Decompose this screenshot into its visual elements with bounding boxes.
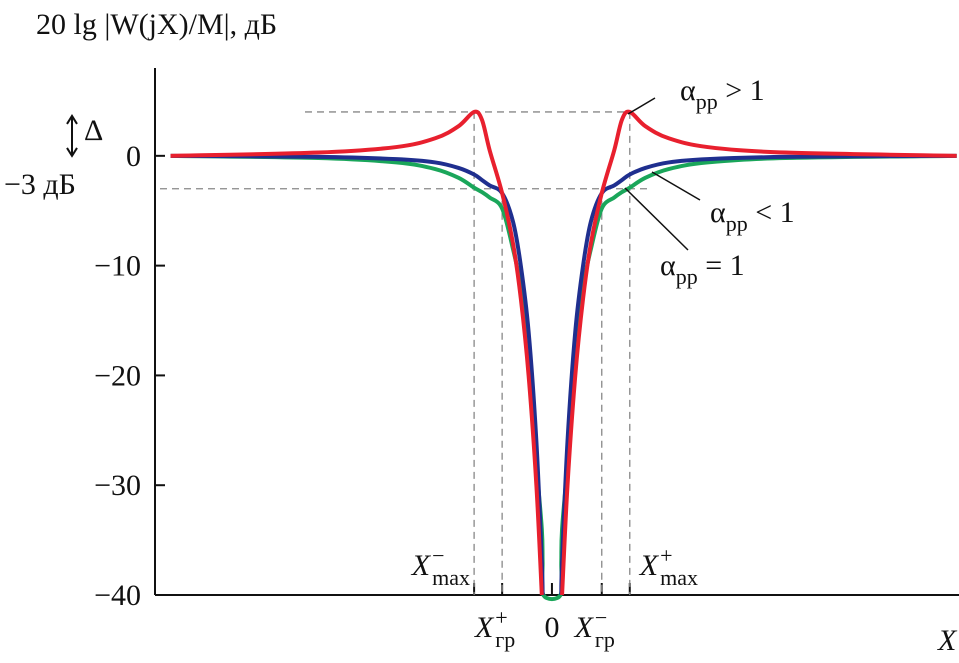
reference-label: −3 дБ — [4, 168, 76, 201]
y-tick-label: 0 — [126, 140, 141, 173]
tick-sub: гр — [495, 627, 515, 652]
tick-base: X — [574, 611, 595, 644]
x-tick-label: X+ max — [639, 543, 698, 590]
series-label: αрр = 1 — [660, 249, 745, 289]
tick-sub: max — [660, 565, 698, 590]
label-rest: < 1 — [748, 196, 795, 229]
y-axis-title: 20 lg |W(jX)/M|, дБ — [36, 8, 277, 41]
label-sub: рр — [726, 211, 748, 236]
tick-sub: max — [432, 565, 470, 590]
tick-sup: + — [660, 543, 672, 568]
tick-sub: гр — [595, 627, 615, 652]
series-line — [170, 153, 957, 596]
label-base: α — [660, 249, 676, 282]
x-tick-label: X− max — [411, 543, 470, 590]
tick-sup: + — [495, 605, 507, 630]
leader-line — [624, 187, 689, 251]
leader-line — [651, 171, 701, 201]
label-rest: > 1 — [718, 74, 765, 107]
delta-label: Δ — [84, 114, 103, 147]
y-tick-label: −10 — [94, 250, 141, 283]
series-label: αрр > 1 — [680, 74, 765, 114]
label-base: α — [710, 196, 726, 229]
label-sub: рр — [676, 264, 698, 289]
x-tick-label: X+ гр — [474, 605, 515, 652]
series-line — [170, 109, 957, 596]
x-tick-label: 0 — [544, 611, 559, 644]
tick-base: X — [474, 611, 495, 644]
label-base: α — [680, 74, 696, 107]
y-tick-label: −20 — [94, 359, 141, 392]
y-tick-label: −40 — [94, 579, 141, 612]
tick-sup: − — [432, 543, 444, 568]
x-tick-label: X− гр — [574, 605, 615, 652]
label-rest: = 1 — [698, 249, 745, 282]
tick-base: X — [639, 549, 660, 582]
y-tick-label: −30 — [94, 469, 141, 502]
label-sub: рр — [696, 89, 718, 114]
delta-arrow — [66, 114, 78, 158]
tick-base: X — [411, 549, 432, 582]
series-label: αрр < 1 — [710, 196, 795, 236]
x-axis-title: X — [937, 624, 958, 657]
tick-sup: − — [595, 605, 607, 630]
leader-line — [627, 97, 656, 115]
series-line — [170, 153, 957, 602]
